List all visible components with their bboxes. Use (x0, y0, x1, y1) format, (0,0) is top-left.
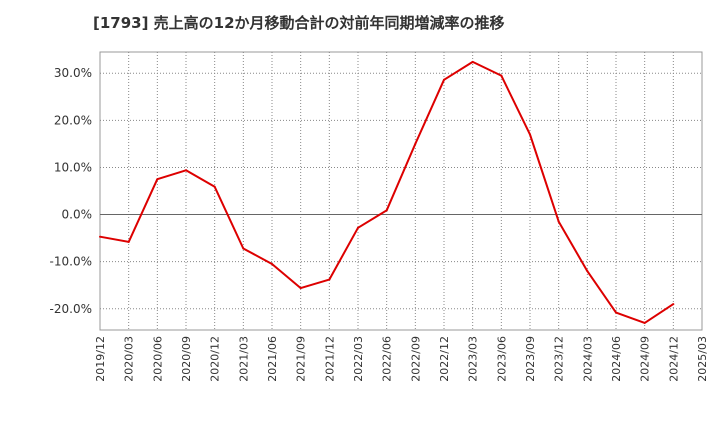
data-point (357, 226, 359, 229)
x-tick-label: 2019/12 (94, 336, 107, 382)
data-point (643, 321, 646, 324)
data-point (328, 278, 331, 281)
data-point (299, 287, 302, 290)
x-tick-label: 2020/09 (180, 336, 193, 382)
x-tick-label: 2023/06 (495, 336, 508, 382)
data-point (586, 270, 589, 273)
data-point (99, 235, 101, 238)
x-tick-label: 2023/03 (467, 336, 480, 382)
data-point (672, 303, 675, 306)
plot-area (99, 51, 703, 331)
x-tick-label: 2022/12 (438, 336, 451, 382)
data-point (557, 220, 560, 223)
x-tick-label: 2023/09 (524, 336, 537, 382)
data-point (443, 78, 445, 81)
x-tick-label: 2020/06 (151, 336, 164, 382)
x-tick-label: 2024/09 (639, 336, 652, 382)
x-tick-label: 2021/06 (266, 336, 279, 382)
x-tick-label: 2020/03 (123, 336, 136, 382)
x-axis-ticks: 2019/12 2020/03 2020/06 2020/09 2020/12 2021/… (94, 336, 709, 382)
x-tick-label: 2024/06 (610, 336, 623, 382)
data-point (414, 142, 417, 145)
x-tick-label: 2022/06 (381, 336, 394, 382)
y-tick-label: -10.0% (50, 255, 92, 269)
data-point (156, 178, 159, 181)
y-tick-label: -20.0% (50, 302, 92, 316)
x-tick-label: 2021/09 (295, 336, 308, 382)
data-point (500, 74, 503, 77)
y-axis-ticks: 30.0% 20.0% 10.0% 0.0% -10.0% -20.0% (50, 66, 92, 316)
grid-lines (100, 52, 702, 330)
chart-title: [1793] 売上高の12か月移動合計の対前年同期増減率の推移 (93, 14, 505, 32)
y-tick-label: 30.0% (54, 66, 92, 80)
data-point (385, 209, 388, 212)
data-point (529, 133, 531, 136)
data-point (615, 311, 617, 314)
x-tick-label: 2022/03 (352, 336, 365, 382)
x-tick-label: 2025/03 (696, 336, 709, 382)
x-tick-label: 2023/12 (553, 336, 566, 382)
y-tick-label: 0.0% (62, 208, 93, 222)
data-point (213, 185, 216, 188)
x-tick-label: 2021/03 (237, 336, 250, 382)
x-tick-label: 2024/12 (667, 336, 680, 382)
data-point (242, 247, 245, 250)
data-point (127, 240, 130, 243)
series-layer (99, 60, 675, 324)
data-point (185, 169, 187, 172)
x-tick-label: 2022/09 (409, 336, 422, 382)
x-tick-label: 2024/03 (581, 336, 594, 382)
y-tick-label: 10.0% (54, 160, 92, 174)
data-point (471, 60, 474, 63)
x-tick-label: 2021/12 (323, 336, 336, 382)
x-tick-label: 2020/12 (209, 336, 222, 382)
y-tick-label: 20.0% (54, 113, 92, 127)
data-point (271, 263, 273, 266)
